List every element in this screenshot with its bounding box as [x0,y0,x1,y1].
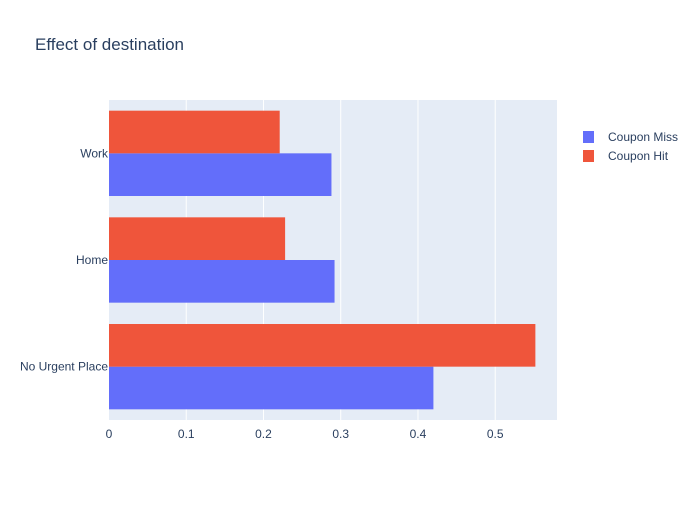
legend-item[interactable]: Coupon Miss [583,130,678,144]
bar-coupon-miss [109,366,434,410]
chart-title: Effect of destination [35,35,184,54]
legend-item[interactable]: Coupon Hit [583,149,669,163]
legend-swatch [583,150,594,162]
legend: Coupon Miss Coupon Hit [583,130,678,163]
x-tick-label: 0.4 [410,427,427,441]
x-axis-tick-labels: 0 0.1 0.2 0.3 0.4 0.5 [106,427,504,441]
bar-coupon-hit [109,324,536,367]
bars [109,110,536,410]
y-tick-label: No Urgent Place [20,360,108,374]
legend-swatch [583,131,594,143]
y-axis-tick-labels: Work Home No Urgent Place [20,146,109,373]
x-tick-label: 0.3 [332,427,349,441]
bar-coupon-hit [109,217,286,260]
x-tick-label: 0.2 [255,427,272,441]
bar-coupon-miss [109,260,335,303]
legend-label: Coupon Hit [608,149,669,163]
x-tick-label: 0.5 [487,427,504,441]
legend-label: Coupon Miss [608,130,678,144]
x-tick-label: 0.1 [178,427,195,441]
y-tick-label: Work [80,146,109,160]
x-tick-label: 0 [106,427,113,441]
bar-coupon-hit [109,110,280,154]
bar-coupon-miss [109,153,332,196]
y-tick-label: Home [76,253,108,267]
